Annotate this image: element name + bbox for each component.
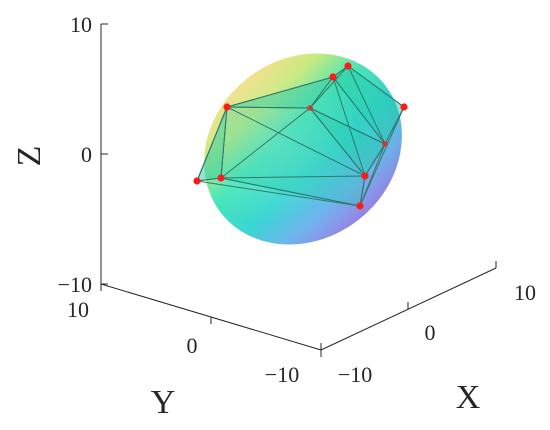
hull-edge bbox=[220, 107, 311, 179]
hull-edge bbox=[196, 106, 228, 182]
ellipsoid-surface bbox=[204, 53, 402, 245]
y-axis-label: Y bbox=[151, 384, 176, 421]
y-tick-label: 0 bbox=[187, 333, 198, 358]
z-tick-label: 10 bbox=[70, 12, 92, 37]
data-point bbox=[356, 202, 364, 210]
axes bbox=[100, 23, 497, 357]
data-point bbox=[329, 73, 337, 81]
hull-edge bbox=[220, 177, 361, 207]
x-tick-label: −10 bbox=[338, 362, 372, 387]
hull-edge bbox=[309, 107, 386, 145]
tick-labels: 10 0 −10 10 0 −10 −10 0 10 bbox=[58, 12, 536, 387]
hull-edge bbox=[226, 106, 311, 109]
data-point bbox=[223, 103, 231, 111]
data-point bbox=[217, 174, 225, 182]
hull-edge bbox=[220, 106, 228, 179]
hull-edge bbox=[309, 65, 349, 109]
x-tick-label: 0 bbox=[425, 320, 436, 345]
data-point bbox=[344, 62, 352, 70]
z-tick-label: 0 bbox=[81, 142, 92, 167]
x-tick-label: 10 bbox=[514, 280, 536, 305]
ellipsoid-shading bbox=[204, 53, 402, 245]
data-point bbox=[400, 103, 408, 111]
data-point bbox=[307, 105, 313, 111]
hull-edge bbox=[332, 76, 366, 177]
data-point bbox=[361, 172, 369, 180]
z-tick-label: −10 bbox=[58, 272, 92, 297]
hull-edge bbox=[332, 76, 386, 145]
data-point bbox=[193, 177, 201, 185]
y-tick-label: 10 bbox=[67, 297, 89, 322]
hull-edge bbox=[196, 180, 361, 207]
sample-points bbox=[193, 62, 408, 210]
hull-edge bbox=[309, 76, 334, 109]
hull-edge bbox=[364, 143, 386, 177]
hull-edge bbox=[347, 65, 386, 145]
hull-edges bbox=[196, 65, 405, 207]
x-axis-label: X bbox=[456, 379, 481, 416]
hull-edge bbox=[359, 175, 366, 207]
z-axis-label: Z bbox=[11, 146, 48, 167]
y-tick-label: −10 bbox=[265, 362, 299, 387]
hull-edge bbox=[359, 106, 405, 207]
hull-edge bbox=[309, 107, 366, 177]
hull-edge bbox=[220, 175, 366, 179]
data-point bbox=[382, 141, 388, 147]
hull-edge bbox=[226, 106, 366, 177]
